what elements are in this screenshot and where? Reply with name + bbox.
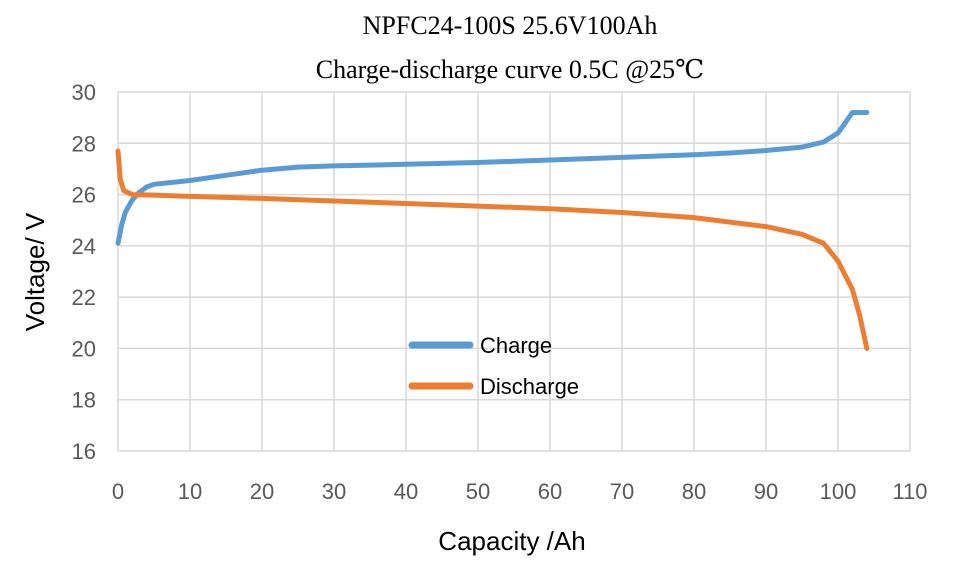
- x-tick-label: 50: [466, 479, 490, 504]
- series-line-discharge: [115, 148, 870, 351]
- x-tick-label: 40: [394, 479, 418, 504]
- series-line-charge: [115, 110, 870, 246]
- y-axis-title: Voltage/ V: [20, 212, 50, 331]
- legend-label-discharge: Discharge: [480, 374, 579, 399]
- axis-ticks: 0 10 20 30 40 50 60 70 80 90 100 110 16 18 20 22 24 26 28 3…: [72, 80, 928, 504]
- y-tick-label: 26: [72, 183, 96, 208]
- x-tick-label: 0: [112, 479, 124, 504]
- y-tick-label: 18: [72, 388, 96, 413]
- chart-subtitle: Charge-discharge curve 0.5C @25℃: [316, 55, 705, 84]
- data-series: [115, 110, 870, 351]
- y-tick-label: 30: [72, 80, 96, 105]
- chart-legend: Charge Discharge: [408, 333, 579, 399]
- x-tick-label: 30: [322, 479, 346, 504]
- y-tick-label: 20: [72, 336, 96, 361]
- x-tick-label: 20: [250, 479, 274, 504]
- legend-label-charge: Charge: [480, 333, 552, 358]
- x-axis-title: Capacity /Ah: [438, 526, 585, 556]
- x-tick-label: 10: [178, 479, 202, 504]
- y-tick-label: 16: [72, 439, 96, 464]
- y-tick-label: 28: [72, 131, 96, 156]
- y-tick-label: 24: [72, 234, 96, 259]
- plot-grid: [117, 91, 911, 452]
- y-tick-label: 22: [72, 285, 96, 310]
- x-tick-label: 60: [538, 479, 562, 504]
- x-tick-label: 70: [610, 479, 634, 504]
- x-tick-label: 90: [754, 479, 778, 504]
- x-tick-label: 110: [892, 479, 927, 504]
- x-tick-label: 100: [820, 479, 857, 504]
- chart-title: NPFC24-100S 25.6V100Ah: [363, 11, 658, 40]
- x-tick-label: 80: [682, 479, 706, 504]
